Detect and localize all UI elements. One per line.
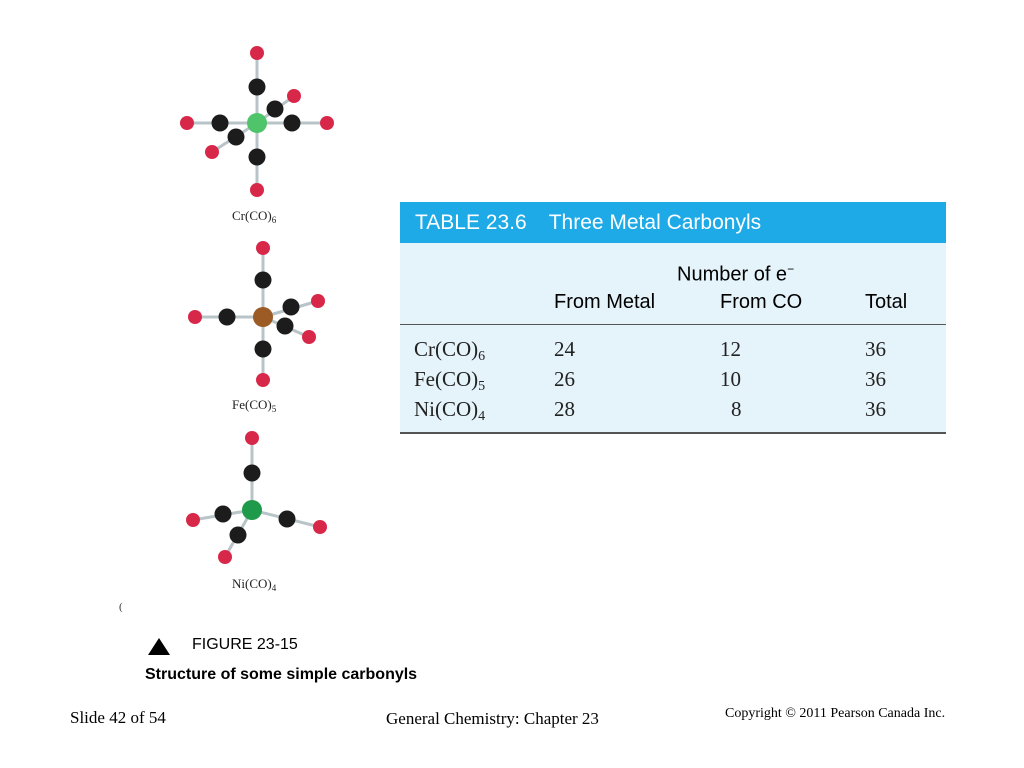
row-from-metal: 28 <box>554 397 575 421</box>
row-from-metal: 26 <box>554 367 575 391</box>
carbon-atoms <box>214 464 296 544</box>
table-row: Fe(CO)5 26 10 36 <box>400 367 946 397</box>
oxygen-atoms <box>180 46 334 197</box>
figure-title: Structure of some simple carbonyls <box>145 666 418 683</box>
column-group-label: Number of e− <box>677 262 795 286</box>
stray-mark: ( <box>119 601 123 613</box>
ni-co4-structure <box>186 431 327 564</box>
table-header: TABLE 23.6 Three Metal Carbonyls <box>400 202 946 243</box>
fe-co5-label: Fe(CO)5 <box>232 397 277 414</box>
row-from-co: 12 <box>720 337 741 361</box>
row-total: 36 <box>865 397 886 421</box>
cr-co6-structure <box>180 46 334 197</box>
table-row: Ni(CO)4 28 8 36 <box>400 397 946 427</box>
column-header-total: Total <box>865 291 908 313</box>
carbon-atoms <box>211 78 301 166</box>
cr-co6-label: Cr(CO)6 <box>232 208 277 225</box>
carbon-atoms <box>218 271 300 358</box>
row-total: 36 <box>865 337 886 361</box>
copyright: Copyright © 2011 Pearson Canada Inc. <box>725 706 946 721</box>
figure-number: FIGURE 23-15 <box>192 636 298 653</box>
column-header-from-metal: From Metal <box>554 291 656 313</box>
nickel-atom <box>242 500 262 520</box>
table-number: TABLE 23.6 <box>415 211 527 234</box>
metal-carbonyls-table: TABLE 23.6 Three Metal Carbonyls Number o… <box>400 202 946 434</box>
row-from-metal: 24 <box>554 337 575 361</box>
column-header-from-co: From CO <box>720 291 803 313</box>
table-title: Three Metal Carbonyls <box>548 211 762 234</box>
row-formula: Ni(CO)4 <box>414 397 486 424</box>
chromium-atom <box>247 113 267 133</box>
row-formula: Fe(CO)5 <box>414 367 486 394</box>
slide-number: Slide 42 of 54 <box>70 708 166 727</box>
triangle-icon <box>148 638 170 655</box>
row-from-co: 8 <box>731 397 742 421</box>
row-from-co: 10 <box>720 367 741 391</box>
oxygen-atoms <box>186 431 327 564</box>
row-formula: Cr(CO)6 <box>414 337 486 364</box>
table-column-headers: Number of e− From Metal From CO Total <box>400 243 946 325</box>
ni-co4-label: Ni(CO)4 <box>232 576 277 593</box>
row-total: 36 <box>865 367 886 391</box>
iron-atom <box>253 307 273 327</box>
fe-co5-structure <box>188 241 325 387</box>
course-title: General Chemistry: Chapter 23 <box>386 709 599 728</box>
oxygen-atoms <box>188 241 325 387</box>
table-row: Cr(CO)6 24 12 36 <box>400 337 946 367</box>
